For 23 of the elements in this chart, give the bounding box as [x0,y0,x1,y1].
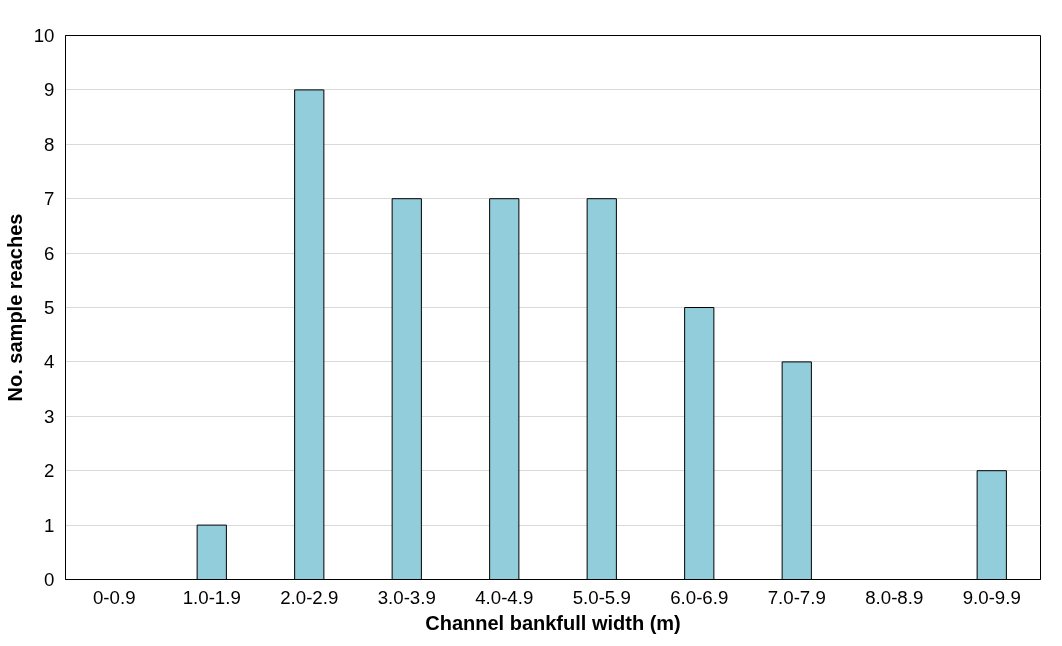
y-tick-label: 6 [44,242,55,264]
y-tick-label: 7 [44,188,55,210]
y-tick-label: 1 [44,514,55,536]
x-tick-label: 4.0-4.9 [475,586,534,608]
x-tick-label: 2.0-2.9 [280,586,339,608]
x-tick-label: 1.0-1.9 [182,586,241,608]
x-tick-label: 9.0-9.9 [962,586,1021,608]
x-tick-label: 0-0.9 [92,586,136,608]
x-tick-label: 3.0-3.9 [377,586,436,608]
x-tick-label: 7.0-7.9 [767,586,826,608]
y-tick-label: 10 [33,25,55,46]
y-tick-label: 9 [44,79,55,101]
y-tick-label: 8 [44,133,55,155]
x-tick-label: 8.0-8.9 [865,586,924,608]
y-axis-title: No. sample reaches [3,213,26,402]
y-tick-label: 5 [44,297,55,318]
y-tick-label: 0 [44,569,55,590]
x-tick-label: 5.0-5.9 [572,586,631,608]
y-tick-label: 4 [44,351,55,373]
y-tick-label: 2 [44,460,55,482]
x-tick-label: 6.0-6.9 [670,586,729,608]
x-axis-title: Channel bankfull width (m) [425,611,681,634]
y-tick-label: 3 [44,405,55,427]
